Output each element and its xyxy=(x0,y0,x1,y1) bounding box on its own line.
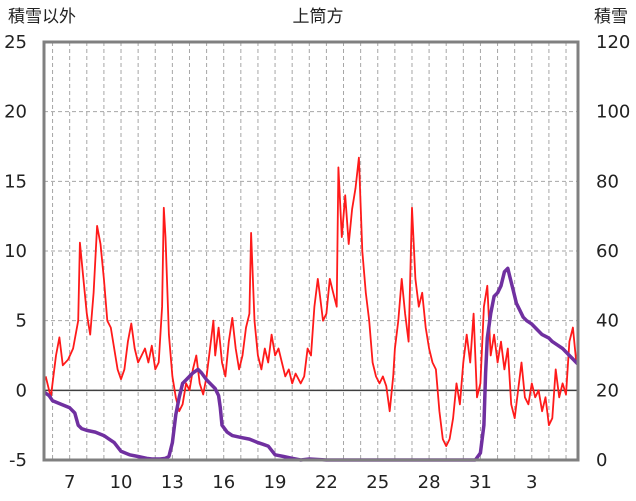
x-tick-label: 22 xyxy=(315,472,338,493)
right-tick-label: 100 xyxy=(596,102,630,123)
left-tick-label: 0 xyxy=(16,380,27,401)
x-tick-label: 10 xyxy=(110,472,133,493)
right-tick-label: 0 xyxy=(596,450,607,471)
right-tick-label: 60 xyxy=(596,241,619,262)
x-tick-label: 13 xyxy=(161,472,184,493)
left-tick-label: -5 xyxy=(9,450,27,471)
snow-depth-series-line xyxy=(43,266,580,462)
left-tick-label: 25 xyxy=(4,32,27,53)
left-tick-label: 10 xyxy=(4,241,27,262)
right-tick-label: 40 xyxy=(596,311,619,332)
x-tick-label: 25 xyxy=(366,472,389,493)
x-tick-label: 7 xyxy=(64,472,75,493)
left-tick-label: 5 xyxy=(16,311,27,332)
x-tick-label: 16 xyxy=(212,472,235,493)
x-tick-label: 19 xyxy=(264,472,287,493)
x-tick-label: 28 xyxy=(418,472,441,493)
plot-frame xyxy=(42,40,580,462)
left-tick-label: 20 xyxy=(4,102,27,123)
chart-title: 上筒方 xyxy=(293,7,344,27)
left-axis-label: 積雪以外 xyxy=(8,7,76,27)
x-axis-ticks: 7 10 13 16 19 22 25 28 31 3 xyxy=(64,472,538,493)
right-tick-label: 20 xyxy=(596,380,619,401)
series-layer xyxy=(43,156,580,462)
x-tick-label: 31 xyxy=(469,472,492,493)
right-axis-ticks: 0 20 40 60 80 100 120 xyxy=(596,32,630,471)
left-axis-ticks: -5 0 5 10 15 20 25 xyxy=(4,32,27,471)
left-tick-label: 15 xyxy=(4,171,27,192)
right-tick-label: 80 xyxy=(596,171,619,192)
other-series-line xyxy=(44,156,578,447)
right-axis-label: 積雪 xyxy=(594,7,628,27)
right-tick-label: 120 xyxy=(596,32,630,53)
grid-lines xyxy=(44,41,578,461)
x-tick-label: 3 xyxy=(526,472,537,493)
